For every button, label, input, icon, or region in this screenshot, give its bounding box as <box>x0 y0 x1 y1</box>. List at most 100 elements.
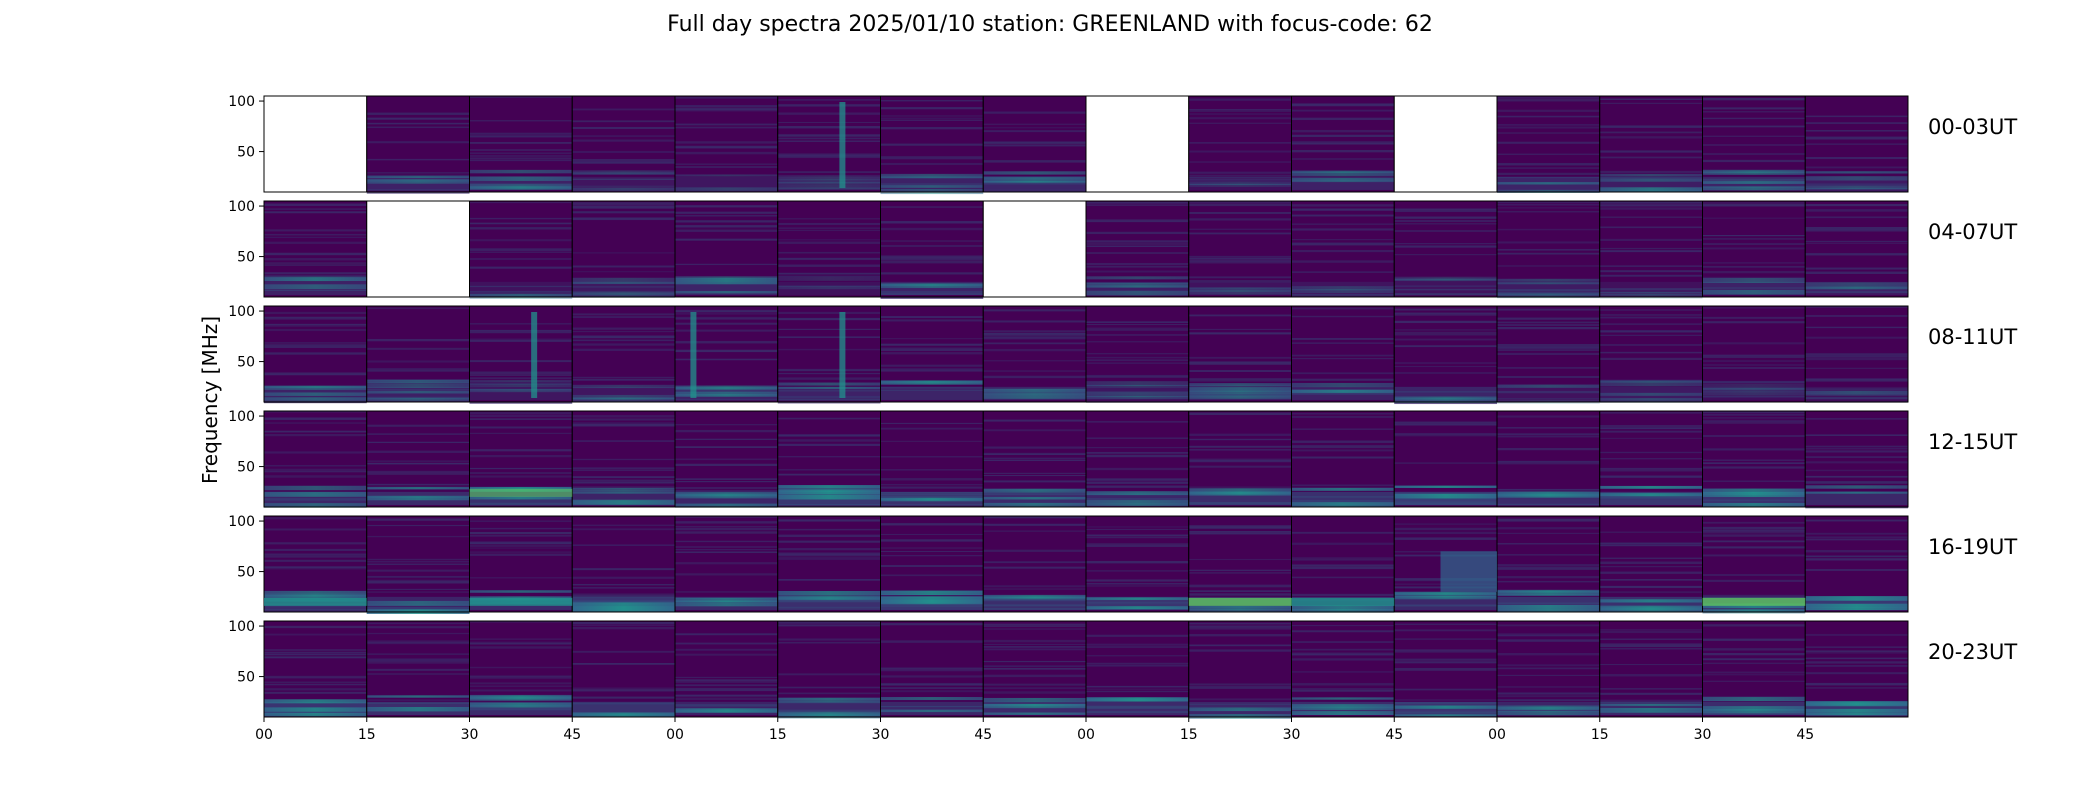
spectral-line <box>1497 241 1600 244</box>
spectral-line <box>1291 208 1395 210</box>
spectrum-panel <box>674 515 779 613</box>
spectral-line <box>366 699 470 701</box>
spectral-line <box>1702 342 1806 345</box>
x-tick-label: 00 <box>255 727 273 743</box>
spectral-line <box>469 642 573 645</box>
spectral-line <box>1188 530 1292 533</box>
spectral-line <box>469 475 573 478</box>
spectral-line <box>880 708 984 711</box>
band-line <box>1702 709 1806 714</box>
spectral-line <box>1188 314 1292 317</box>
low-band <box>572 701 675 715</box>
band-line <box>880 590 984 596</box>
band-line <box>675 493 778 499</box>
spectrum-panel <box>1085 620 1190 718</box>
spectral-line <box>264 517 367 520</box>
spectral-line <box>469 202 573 204</box>
band-line <box>777 286 881 290</box>
band-line <box>1599 493 1703 497</box>
spectral-line <box>1599 317 1703 319</box>
spectral-line <box>1702 713 1806 715</box>
spectral-line <box>1291 223 1395 225</box>
spectral-line <box>469 154 573 157</box>
spectral-line <box>1394 527 1497 531</box>
spectral-line <box>983 561 1086 564</box>
spectral-line <box>1497 503 1600 506</box>
spectral-line <box>1599 98 1703 100</box>
spectral-line <box>777 153 881 156</box>
spectral-line <box>1702 671 1806 674</box>
spectrum-panel <box>1291 410 1395 508</box>
spectral-line <box>366 441 470 444</box>
spectral-line <box>777 469 881 471</box>
spectral-line <box>264 401 367 404</box>
x-tick-label: 30 <box>1283 727 1301 743</box>
spectral-line <box>777 552 881 555</box>
spectral-line <box>880 523 984 526</box>
panel-background <box>469 96 573 192</box>
spectral-line <box>1702 596 1806 599</box>
spectral-line <box>777 239 881 241</box>
spectral-line <box>777 395 881 399</box>
spectral-line <box>366 591 470 593</box>
x-tick-label: 45 <box>1385 727 1403 743</box>
band-line <box>1805 390 1908 394</box>
spectral-line <box>777 251 881 254</box>
spectral-line <box>572 185 675 187</box>
panel-background <box>264 411 367 507</box>
band-line <box>1188 390 1292 395</box>
band-line <box>469 380 573 383</box>
spectral-line <box>572 158 675 162</box>
spectral-line <box>264 233 367 236</box>
strong-band <box>264 597 367 606</box>
spectral-line <box>880 221 984 224</box>
spectral-line <box>1805 292 1908 294</box>
spectral-line <box>1188 622 1292 625</box>
spectral-line <box>469 290 573 293</box>
spectral-line <box>1497 207 1600 209</box>
spectral-line <box>1497 124 1600 126</box>
strong-band <box>1702 597 1806 606</box>
spectral-line <box>880 565 984 567</box>
spectrum-panel <box>571 515 676 613</box>
spectrum-panel <box>777 305 881 404</box>
spectral-line <box>1805 683 1908 686</box>
spectral-line <box>1188 98 1292 101</box>
spectral-line <box>983 459 1086 462</box>
spectral-line <box>1291 689 1395 692</box>
spectral-line <box>1599 270 1703 273</box>
spectral-line <box>1188 174 1292 177</box>
band-line <box>1497 604 1600 609</box>
spectral-line <box>1599 643 1703 646</box>
spectral-line <box>675 239 778 242</box>
spectrum-panel <box>469 305 573 404</box>
spectrum-panel <box>1496 200 1601 299</box>
band-line <box>777 489 881 493</box>
spectral-line <box>1805 434 1908 436</box>
band-line <box>777 597 881 601</box>
spectral-line <box>264 691 367 694</box>
spectral-line <box>675 151 778 155</box>
spectral-line <box>469 412 573 415</box>
spectral-line <box>1702 579 1806 582</box>
low-band <box>983 596 1086 610</box>
band-line <box>1702 186 1806 191</box>
spectral-line <box>366 462 470 465</box>
band-line <box>777 485 881 489</box>
spectral-line <box>1086 341 1189 343</box>
band-line <box>1497 189 1600 193</box>
band-line <box>1702 606 1806 609</box>
spectral-line <box>777 579 881 581</box>
spectral-line <box>1702 262 1806 264</box>
spectral-line <box>1497 352 1600 356</box>
spectral-line <box>366 126 470 129</box>
spectral-line <box>1086 270 1189 273</box>
spectral-line <box>572 576 675 579</box>
spectrum-panel <box>366 200 470 298</box>
spectral-line <box>1086 201 1189 204</box>
spectral-line <box>880 156 984 159</box>
spectral-line <box>880 100 984 102</box>
spectral-line <box>1291 415 1395 418</box>
band-line <box>777 595 881 599</box>
spectral-line <box>366 112 470 115</box>
